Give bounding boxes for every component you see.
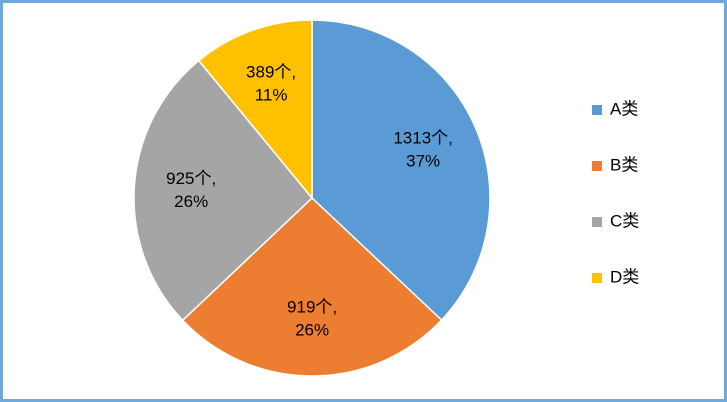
legend-label: C类 — [610, 211, 639, 230]
pie-slice — [311, 19, 491, 322]
pie-slice — [133, 59, 314, 322]
legend-label: A类 — [610, 99, 638, 118]
data-label: 11% — [255, 86, 288, 105]
data-label: 26% — [174, 192, 208, 211]
data-label: 37% — [406, 152, 440, 171]
data-label: 925个, — [166, 169, 216, 188]
data-label: 919个, — [287, 298, 337, 317]
legend-swatch — [592, 105, 602, 115]
legend-label: B类 — [610, 155, 638, 174]
data-label: 26% — [295, 321, 329, 340]
data-label: 1313个, — [393, 129, 453, 148]
legend-swatch — [592, 273, 602, 283]
data-label: 389个, — [246, 63, 296, 82]
legend-swatch — [592, 217, 602, 227]
pie-slice — [197, 19, 313, 201]
pie-slice — [181, 196, 443, 377]
legend-swatch — [592, 161, 602, 171]
legend-label: D类 — [610, 267, 639, 286]
